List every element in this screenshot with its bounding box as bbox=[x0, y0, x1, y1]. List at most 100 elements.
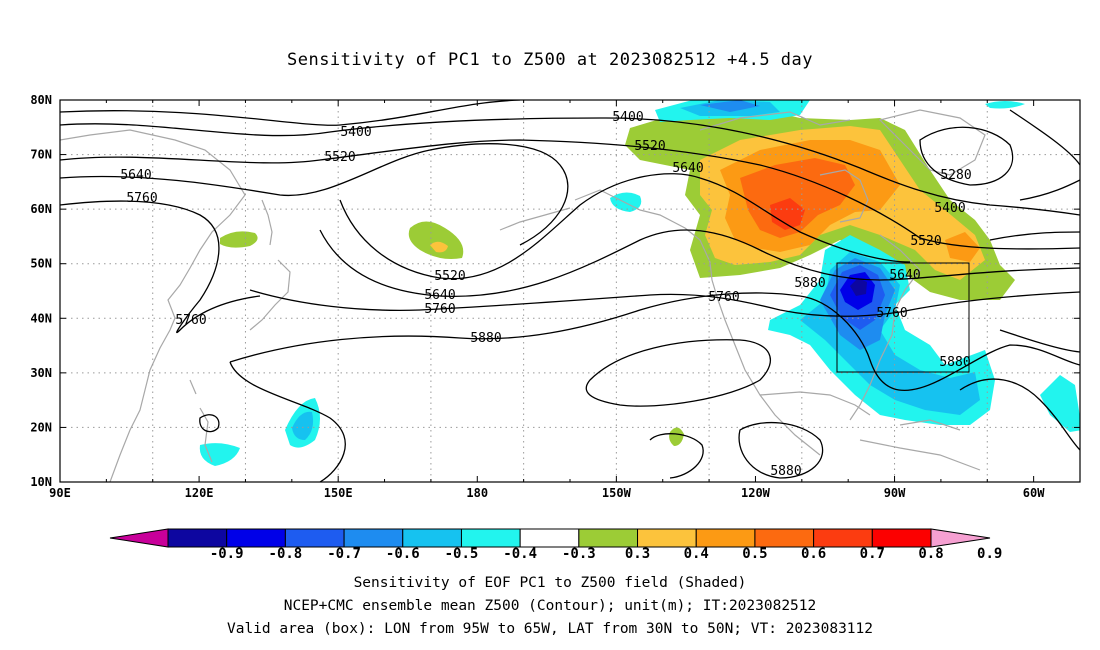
x-tick-label: 60W bbox=[1023, 486, 1045, 500]
coastline-north-america-east bbox=[849, 234, 921, 421]
colorbar-bin bbox=[284, 528, 345, 548]
colorbar-label: -0.5 bbox=[445, 546, 479, 562]
contour-label: 5760 bbox=[175, 313, 206, 328]
contour-label: 5640 bbox=[889, 268, 920, 283]
colorbar-right-triangle bbox=[930, 528, 991, 548]
colorbar-label: -0.9 bbox=[210, 546, 244, 562]
x-axis: 90E 120E 150E 180 150W 120W 90W 60W bbox=[49, 100, 1045, 500]
colorbar-label: 0.3 bbox=[625, 546, 650, 562]
contour-label: 5760 bbox=[126, 191, 157, 206]
contour-outer-5280 bbox=[60, 100, 521, 126]
contour-5520 bbox=[60, 139, 1080, 250]
colorbar-label: 0.9 bbox=[977, 546, 1002, 562]
coastline-taiwan bbox=[189, 379, 197, 395]
shade-negative-arctic-2 bbox=[985, 101, 1025, 109]
z500-contours bbox=[60, 100, 1080, 482]
colorbar: -0.9 -0.8 -0.7 -0.6 -0.5 -0.4 -0.3 0.3 0.4 0.5 0.6… bbox=[109, 528, 1002, 562]
contour-5880-east bbox=[799, 295, 1080, 391]
contour-5880-tropical bbox=[649, 433, 704, 479]
colorbar-label: 0.7 bbox=[860, 546, 885, 562]
x-tick-label: 120W bbox=[741, 486, 771, 500]
y-tick-label: 60N bbox=[30, 202, 52, 216]
coastline-greenland bbox=[878, 109, 986, 176]
x-tick-label: 90E bbox=[49, 486, 71, 500]
coastline-south-america bbox=[859, 439, 981, 471]
contour-5400 bbox=[60, 117, 1080, 216]
contour-subtropic-east-2 bbox=[999, 329, 1080, 353]
contour-east-atlantic-2 bbox=[1019, 179, 1080, 201]
colorbar-left-triangle bbox=[109, 528, 169, 548]
contour-label: 5640 bbox=[120, 168, 151, 183]
contour-label: 5520 bbox=[910, 234, 941, 249]
contour-5760-west bbox=[60, 200, 261, 333]
contour-5640-trough bbox=[319, 229, 1080, 298]
y-tick-label: 30N bbox=[30, 366, 52, 380]
coastlines bbox=[60, 109, 986, 482]
colorbar-bin bbox=[695, 528, 756, 548]
coastline-gulf bbox=[759, 391, 871, 416]
x-tick-label: 180 bbox=[466, 486, 488, 500]
colorbar-label: -0.8 bbox=[269, 546, 303, 562]
colorbar-label: 0.4 bbox=[684, 546, 709, 562]
map-title: Sensitivity of PC1 to Z500 at 2023082512… bbox=[286, 50, 813, 70]
y-tick-label: 70N bbox=[30, 148, 52, 162]
colorbar-bin bbox=[226, 528, 286, 548]
x-tick-label: 150E bbox=[324, 486, 353, 500]
contour-labels: 5400552056405760576055205640576058805400… bbox=[120, 110, 971, 479]
contour-label: 5640 bbox=[424, 288, 455, 303]
coastline-arctic-islands bbox=[699, 111, 851, 131]
shade-positive-pacific-3 bbox=[669, 427, 684, 446]
colorbar-bin bbox=[637, 528, 697, 548]
coastline-asia-east bbox=[60, 129, 246, 482]
colorbar-label: -0.7 bbox=[327, 546, 361, 562]
colorbar-bin bbox=[402, 528, 462, 548]
contour-5640-west bbox=[60, 149, 431, 197]
colorbar-label: 0.8 bbox=[918, 546, 943, 562]
colorbar-bin bbox=[167, 528, 228, 548]
contour-label: 5520 bbox=[434, 269, 465, 284]
contour-label: 5880 bbox=[470, 331, 501, 346]
shade-positive-pacific-2 bbox=[408, 221, 464, 259]
contour-label: 5880 bbox=[770, 464, 801, 479]
y-tick-label: 10N bbox=[30, 475, 52, 489]
y-axis: 80N 70N 60N 50N 40N 30N 20N 10N bbox=[30, 93, 1080, 489]
contour-east-atlantic bbox=[1009, 109, 1080, 166]
valid-area-box bbox=[836, 262, 970, 373]
contour-label: 5880 bbox=[794, 276, 825, 291]
graticule bbox=[60, 100, 1080, 482]
shade-negative-mid-atlantic bbox=[1040, 375, 1080, 432]
shade-yellow-pacific bbox=[430, 241, 448, 253]
footer-line-1: Sensitivity of EOF PC1 to Z500 field (Sh… bbox=[353, 575, 747, 591]
contour-arctic-low bbox=[919, 126, 1014, 186]
coastline-caribbean bbox=[899, 419, 961, 431]
contour-label: 5760 bbox=[424, 302, 455, 317]
coastline-alaska bbox=[574, 189, 821, 456]
colorbar-bin bbox=[871, 528, 932, 548]
y-tick-label: 80N bbox=[30, 93, 52, 107]
contour-5880-western-pacific bbox=[229, 361, 346, 482]
plot-frame bbox=[59, 99, 1081, 483]
contour-5760-trough bbox=[249, 289, 1080, 317]
coastline-aleutians bbox=[499, 207, 571, 231]
coastline-kamchatka bbox=[261, 199, 273, 246]
shade-negative-pacific-3 bbox=[199, 443, 240, 466]
contour-5400-pacific-ridge bbox=[429, 143, 569, 246]
contour-5880-south-cell bbox=[738, 421, 824, 479]
shade-orange-east bbox=[945, 232, 980, 262]
shade-red-main bbox=[770, 198, 805, 230]
contour-east-atlantic-3 bbox=[989, 231, 1080, 241]
shade-lightblue-pacific bbox=[292, 411, 314, 440]
coastline-philippines bbox=[199, 407, 213, 463]
y-tick-label: 50N bbox=[30, 257, 52, 271]
colorbar-bin bbox=[460, 528, 521, 548]
footer-line-3: Valid area (box): LON from 95W to 65W, L… bbox=[226, 621, 873, 637]
shade-positive-pacific-1 bbox=[220, 231, 258, 248]
y-tick-label: 20N bbox=[30, 420, 52, 434]
contour-5520-trough bbox=[339, 173, 911, 280]
colorbar-label: -0.3 bbox=[562, 546, 596, 562]
y-tick-label: 40N bbox=[30, 311, 52, 325]
contour-5880-main bbox=[229, 292, 801, 363]
contour-label: 5520 bbox=[324, 150, 355, 165]
colorbar-bin bbox=[578, 528, 639, 548]
